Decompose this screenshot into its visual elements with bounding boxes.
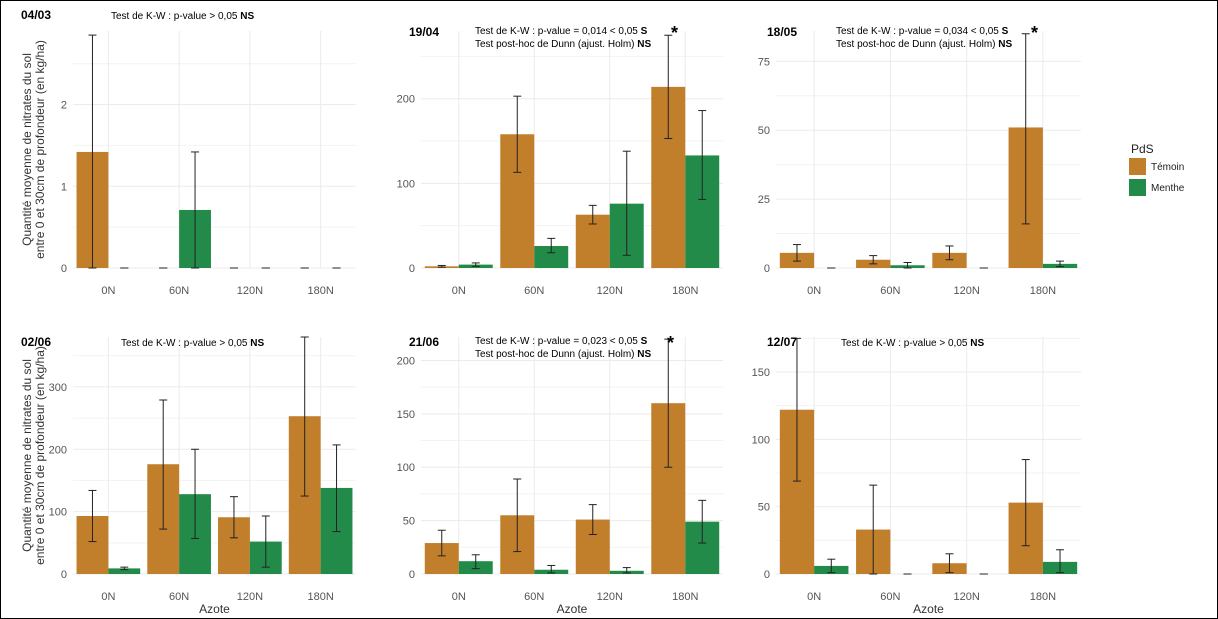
x-tick-label: 60N — [880, 591, 900, 603]
bar-menthe — [534, 245, 569, 268]
legend-label: Menthe — [1151, 183, 1185, 194]
test-annotation: Test de K-W : p-value = 0,034 < 0,05 S — [836, 26, 1009, 37]
y-tick-label: 0 — [764, 263, 770, 275]
y-tick-label: 75 — [758, 56, 770, 68]
legend-title: PdS — [1131, 142, 1154, 156]
y-tick-label: 50 — [403, 516, 415, 528]
x-tick-label: 0N — [807, 591, 821, 603]
y-tick-label: 300 — [49, 382, 67, 394]
panel-2: 0 100 200 0N 60N 120N 180N 19/04 Test de K-W : p… — [397, 23, 723, 297]
y-tick-label: 150 — [752, 367, 770, 379]
test-annotation: Test de K-W : p-value > 0,05 NS — [111, 11, 254, 22]
y-tick-label: 1 — [61, 181, 67, 193]
y-tick-label: 200 — [397, 94, 415, 106]
x-tick-label: 60N — [524, 285, 544, 297]
y-tick-label: 25 — [758, 194, 770, 206]
y-tick-label: 200 — [397, 355, 415, 367]
x-tick-label: 0N — [807, 285, 821, 297]
legend-swatch-menthe — [1129, 179, 1146, 196]
significance-star: * — [1031, 23, 1038, 43]
y-tick-label: 100 — [397, 178, 415, 190]
x-tick-label: 120N — [237, 285, 263, 297]
x-tick-label: 120N — [953, 285, 979, 297]
y-tick-label: 100 — [752, 434, 770, 446]
test-annotation: Test de K-W : p-value > 0,05 NS — [841, 338, 984, 349]
y-tick-label: 2 — [61, 100, 67, 112]
panel-date-label: 04/03 — [21, 8, 51, 22]
y-tick-label: 50 — [758, 125, 770, 137]
bar-témoin — [932, 252, 967, 268]
test-annotation: Test de K-W : p-value = 0,023 < 0,05 S — [475, 336, 648, 347]
x-tick-label: 180N — [307, 591, 333, 603]
x-tick-label: 120N — [597, 591, 623, 603]
panel-date-label: 18/05 — [767, 25, 797, 39]
y-tick-label: 150 — [397, 409, 415, 421]
y-tick-label: 0 — [409, 263, 415, 275]
panel-date-label: 19/04 — [409, 25, 439, 39]
panel-4: 0 100 200 300 0N 60N 120N 180N 02/06 Test de K-W … — [21, 335, 356, 603]
y-tick-label: 50 — [758, 502, 770, 514]
x-tick-label: 120N — [237, 591, 263, 603]
panel-date-label: 02/06 — [21, 335, 51, 349]
posthoc-annotation: Test post-hoc de Dunn (ajust. Holm) NS — [475, 349, 652, 360]
x-tick-label: 60N — [169, 591, 189, 603]
significance-star: * — [667, 333, 674, 353]
legend: PdS Témoin Menthe — [1129, 142, 1185, 196]
y-axis-title: Quantité moyenne de nitrates du solentre… — [20, 40, 47, 259]
x-tick-label: 180N — [672, 285, 698, 297]
x-tick-label: 120N — [597, 285, 623, 297]
y-tick-label: 100 — [397, 462, 415, 474]
bar-menthe — [108, 568, 141, 574]
panel-date-label: 21/06 — [409, 335, 439, 349]
x-tick-label: 180N — [1030, 591, 1056, 603]
x-tick-label: 0N — [452, 285, 466, 297]
x-tick-label: 0N — [101, 591, 115, 603]
panel-3: 0 25 50 75 0N 60N 120N 180N 18/05 Test de K-W : p… — [758, 23, 1081, 297]
x-tick-label: 120N — [953, 591, 979, 603]
test-annotation: Test de K-W : p-value > 0,05 NS — [121, 338, 264, 349]
y-tick-label: 200 — [49, 444, 67, 456]
y-tick-label: 100 — [49, 507, 67, 519]
significance-star: * — [671, 23, 678, 43]
y-axis-title: Quantité moyenne de nitrates du solentre… — [20, 346, 47, 565]
test-annotation: Test de K-W : p-value = 0,014 < 0,05 S — [475, 26, 648, 37]
x-axis-title: Azote — [913, 602, 944, 616]
legend-swatch-témoin — [1129, 158, 1146, 175]
panel-6: 0 50 100 150 0N 60N 120N 180N 12/07 Test de K-W :… — [752, 335, 1081, 603]
x-tick-label: 60N — [880, 285, 900, 297]
y-tick-label: 0 — [409, 569, 415, 581]
x-tick-label: 60N — [169, 285, 189, 297]
x-tick-label: 60N — [524, 591, 544, 603]
x-tick-label: 0N — [101, 285, 115, 297]
x-tick-label: 180N — [307, 285, 333, 297]
legend-label: Témoin — [1151, 162, 1184, 173]
panel-5: 0 50 100 150 200 0N 60N 120N 180N 21/06 Test de K-… — [397, 333, 723, 603]
x-tick-label: 180N — [1030, 285, 1056, 297]
y-tick-label: 0 — [61, 569, 67, 581]
x-axis-title: Azote — [557, 602, 588, 616]
posthoc-annotation: Test post-hoc de Dunn (ajust. Holm) NS — [475, 39, 652, 50]
posthoc-annotation: Test post-hoc de Dunn (ajust. Holm) NS — [836, 39, 1013, 50]
x-tick-label: 180N — [672, 591, 698, 603]
x-tick-label: 0N — [452, 591, 466, 603]
y-tick-label: 0 — [61, 263, 67, 275]
x-axis-title: Azote — [199, 602, 230, 616]
y-tick-label: 0 — [764, 569, 770, 581]
panel-date-label: 12/07 — [767, 335, 797, 349]
